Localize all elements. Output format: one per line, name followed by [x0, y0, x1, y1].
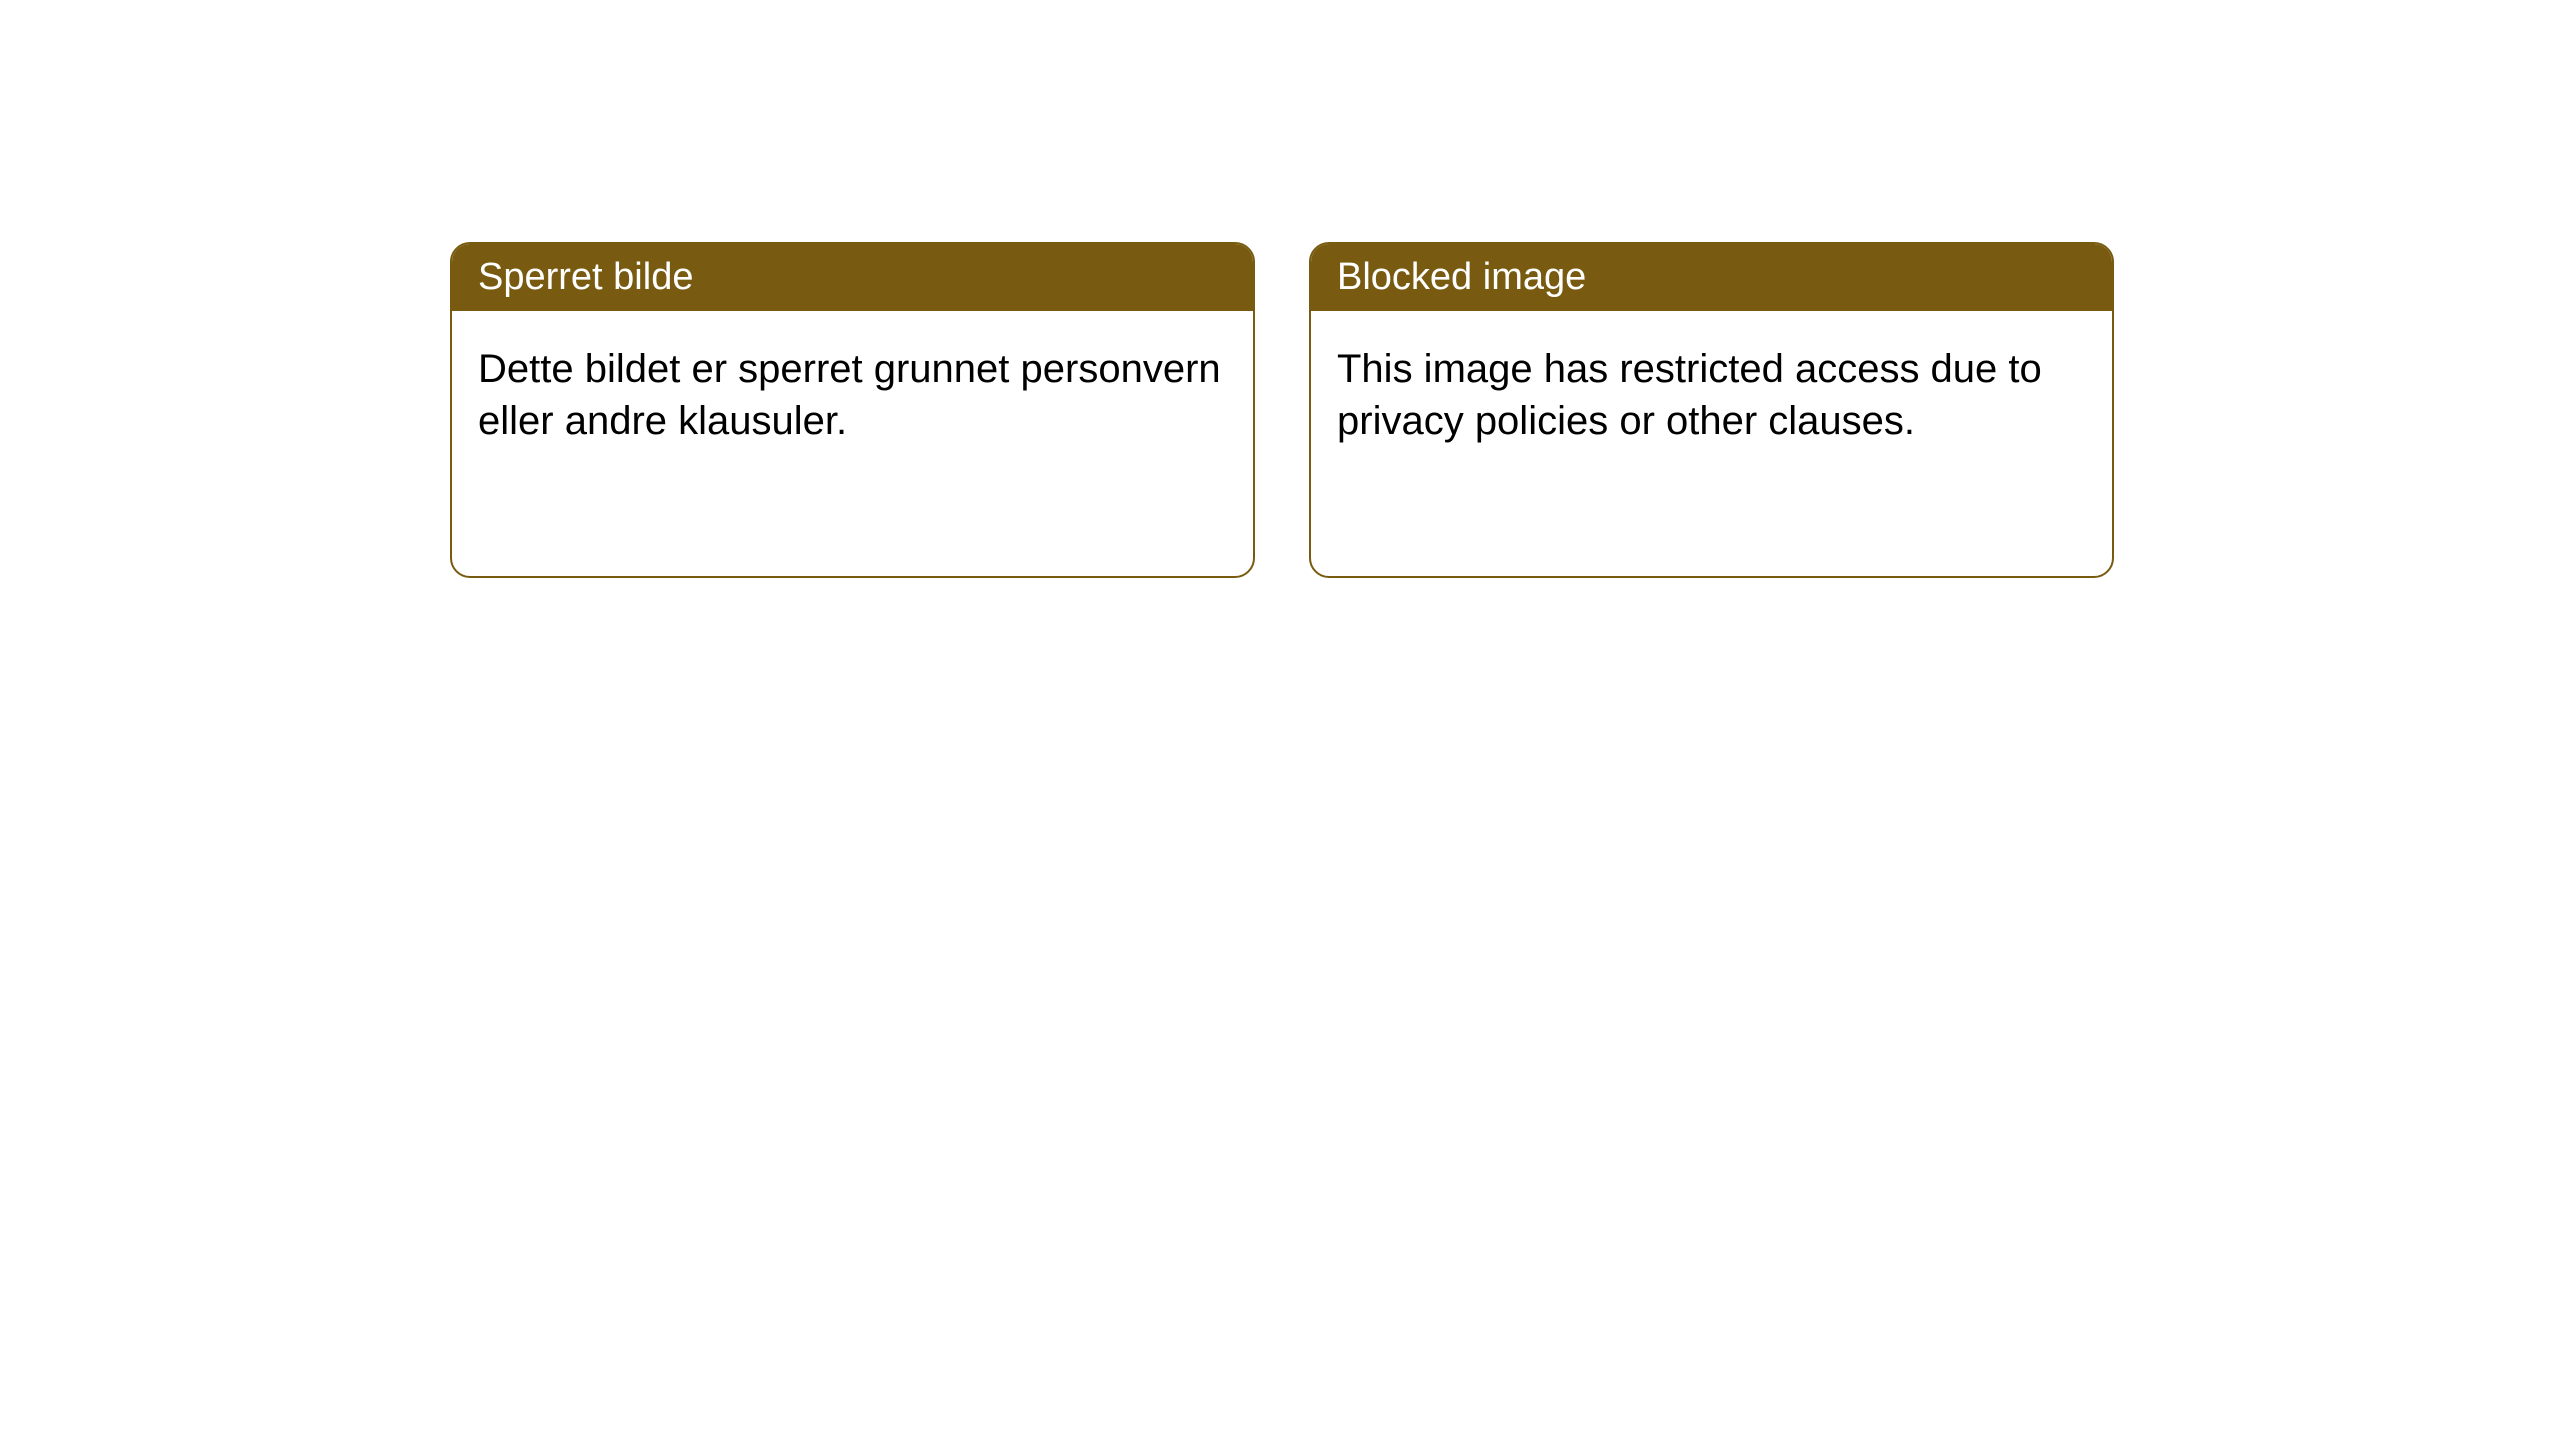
notice-card-english: Blocked image This image has restricted …: [1309, 242, 2114, 578]
card-header: Sperret bilde: [452, 244, 1253, 311]
card-body-text: Dette bildet er sperret grunnet personve…: [478, 347, 1221, 443]
notice-card-norwegian: Sperret bilde Dette bildet er sperret gr…: [450, 242, 1255, 578]
card-title: Blocked image: [1337, 256, 1586, 298]
card-body-text: This image has restricted access due to …: [1337, 347, 2042, 443]
notice-container: Sperret bilde Dette bildet er sperret gr…: [450, 242, 2114, 578]
card-header: Blocked image: [1311, 244, 2112, 311]
card-body: This image has restricted access due to …: [1311, 311, 2112, 473]
card-title: Sperret bilde: [478, 256, 693, 298]
card-body: Dette bildet er sperret grunnet personve…: [452, 311, 1253, 473]
